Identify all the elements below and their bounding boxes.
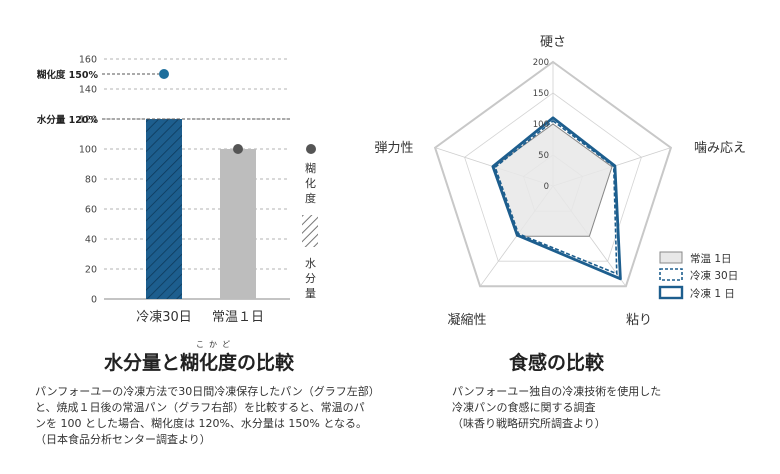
y-tick-label: 100 — [79, 145, 97, 156]
bar-gridlines — [104, 58, 290, 300]
ruby-ka: か — [209, 340, 217, 349]
y-tick-label: 60 — [85, 205, 97, 216]
radar-series-room-1day — [493, 123, 613, 237]
note-line: （味香り戦略研究所調査より） — [452, 417, 606, 430]
note-line: パンフォーユーの冷凍方法で30日間冷凍保存したパン（グラフ左部） — [35, 385, 380, 398]
y-tick-label: 0 — [91, 295, 97, 306]
radar-chart-note: パンフォーユー独自の冷凍技術を使用した 冷凍パンの食感に関する調査 （味香り戦略… — [452, 384, 661, 432]
y-tick-label: 160 — [79, 55, 97, 66]
y-tick-label: 40 — [85, 235, 97, 246]
y-tick-label: 80 — [85, 175, 97, 186]
legend-swatch-frozen30 — [659, 268, 683, 281]
bar-chart-title: 水分量と糊化度の比較 — [104, 352, 295, 374]
bar-frozen-30day — [146, 119, 182, 299]
y-tick-label: 120 — [79, 115, 97, 126]
axis-label-elasticity: 弾力性 — [374, 141, 413, 156]
axis-label-cohesiveness: 凝縮性 — [447, 312, 486, 328]
note-line: （日本食品分析センター調査より） — [35, 433, 211, 446]
category-label-room: 常温１日 — [212, 310, 264, 325]
radar-legend: 常温 1日 冷凍 30日 冷凍 1 日 — [658, 251, 738, 300]
category-label-frozen: 冷凍30日 — [136, 309, 192, 325]
bar-chart-note: パンフォーユーの冷凍方法で30日間冷凍保存したパン（グラフ左部） と、焼成１日後… — [35, 384, 380, 448]
legend-label-room: 常温 1日 — [690, 252, 732, 265]
radar-ring — [464, 92, 642, 262]
legend-label-frozen1: 冷凍 1 日 — [690, 287, 735, 300]
bar-marks — [146, 119, 256, 299]
note-line: ンを 100 とした場合、糊化度は 120%、水分量は 150% となる。 — [35, 417, 368, 430]
axis-label-chewiness: 噛み応え — [694, 141, 746, 156]
y-tick-label: 20 — [85, 265, 97, 276]
note-line: パンフォーユー独自の冷凍技術を使用した — [452, 385, 662, 398]
note-line: と、焼成１日後の常温パン（グラフ右部）を比較すると、常温のパ — [35, 401, 365, 414]
radar-chart-title: 食感の比較 — [509, 352, 605, 374]
axis-label-hardness: 硬さ — [540, 35, 566, 50]
r-tick-label: 100 — [533, 120, 549, 130]
gelatinization-dots — [159, 69, 243, 154]
radar-outer-ring — [433, 60, 673, 288]
dot-frozen-30day — [159, 69, 169, 79]
r-tick-label: 0 — [544, 182, 549, 192]
reference-lines — [102, 73, 290, 120]
radar-r-tick-labels: 0 50 100 150 200 — [533, 58, 549, 192]
r-tick-label: 150 — [533, 89, 549, 99]
legend-hatch-swatch — [302, 215, 318, 247]
radar-series-frozen-1day — [491, 116, 622, 281]
legend-gelatinization-label: 糊 化 度 — [305, 161, 320, 205]
dot-room-1day — [233, 144, 243, 154]
ruby-do: ど — [222, 340, 230, 349]
bar-room-1day — [220, 149, 256, 299]
legend-dot-marker — [306, 144, 316, 154]
axis-label-stickiness: 粘り — [626, 313, 652, 328]
ruby-ko: こ — [196, 340, 204, 349]
radar-series — [491, 116, 622, 281]
radar-chart: 0 50 100 150 200 硬さ 噛み応え 粘り 凝縮性 弾力性 常温 1日 冷凍… — [374, 35, 746, 328]
y-tick-label: 140 — [79, 85, 97, 96]
legend-swatch-room — [659, 251, 683, 264]
ref-label-moisture: 水分量 120% — [37, 114, 99, 126]
legend-moisture-label: 水 分 量 — [305, 257, 320, 300]
bar-y-tick-labels: 0 20 40 60 80 100 120 140 160 — [79, 55, 97, 306]
r-tick-label: 50 — [538, 151, 549, 161]
ref-label-gelatinization: 糊化度 150% — [37, 69, 99, 81]
r-tick-label: 200 — [533, 58, 549, 68]
legend-swatch-frozen1 — [658, 285, 684, 300]
bar-legend: 糊 化 度 水 分 量 — [302, 144, 320, 300]
note-line: 冷凍パンの食感に関する調査 — [452, 401, 596, 414]
legend-label-frozen30: 冷凍 30日 — [690, 269, 738, 282]
